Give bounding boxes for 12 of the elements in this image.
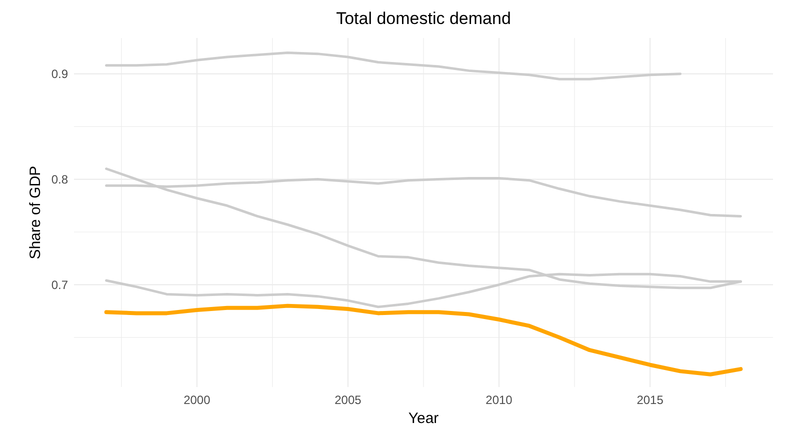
- x-tick-label: 2015: [636, 393, 664, 407]
- x-tick-label: 2005: [334, 393, 362, 407]
- x-axis-title: Year: [408, 410, 439, 426]
- y-tick-label: 0.8: [51, 172, 68, 186]
- line-series: [105, 52, 682, 80]
- x-tick-label: 2010: [486, 393, 513, 407]
- y-axis-title: Share of GDP: [27, 166, 44, 260]
- chart-title: Total domestic demand: [336, 9, 511, 28]
- line-series: [104, 304, 743, 376]
- x-tick-label: 2000: [184, 393, 211, 407]
- y-tick-label: 0.9: [51, 67, 68, 82]
- y-tick-label: 0.7: [51, 278, 68, 292]
